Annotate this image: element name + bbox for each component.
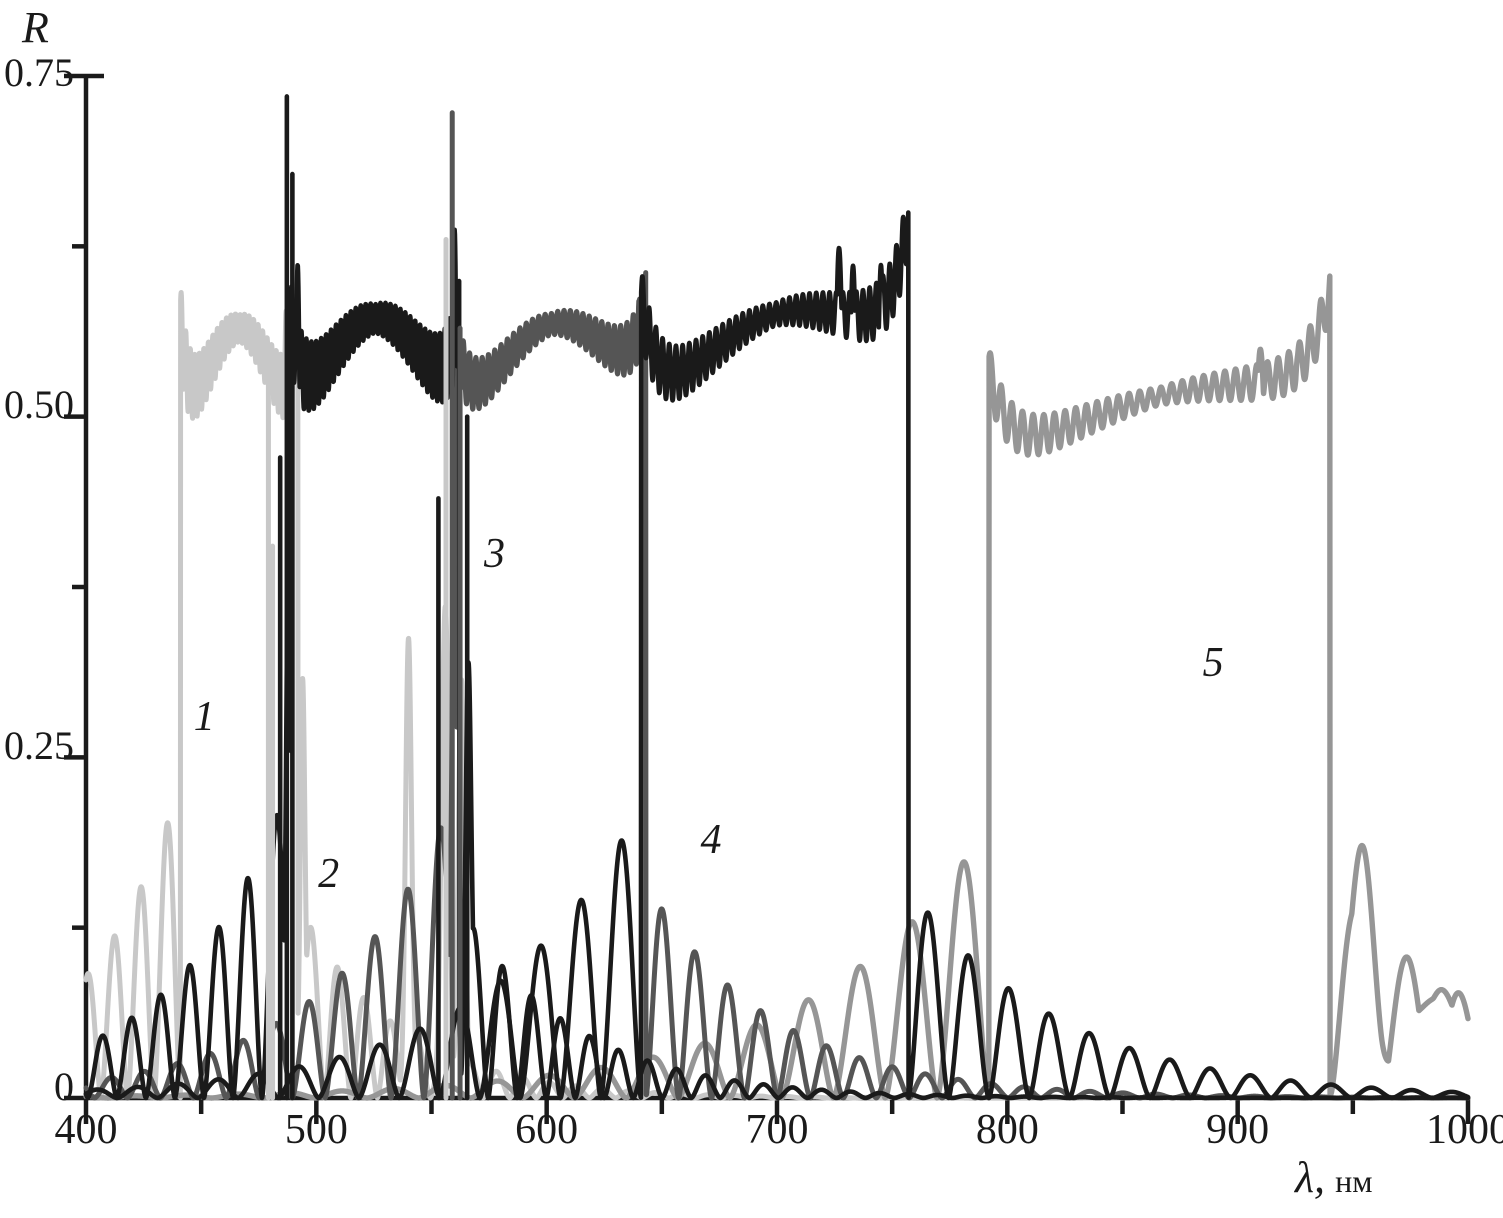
y-tick-label-075: 0.75 (4, 50, 74, 95)
curve-label-5: 5 (1202, 639, 1224, 686)
lambda-symbol: λ, (1295, 1153, 1326, 1202)
curve-2 (83, 227, 1471, 1101)
curve-label-2: 2 (318, 850, 340, 897)
y-axis-title: R (22, 3, 49, 52)
nm-unit: нм (1335, 1163, 1373, 1199)
curve-label-4: 4 (700, 816, 722, 863)
y-tick-label-025: 0.25 (4, 723, 74, 768)
curve-label-3: 3 (483, 530, 505, 577)
curve-label-1: 1 (193, 694, 215, 741)
curve-4 (83, 210, 1471, 1101)
x-tick-label-1000: 1000 (1426, 1107, 1503, 1153)
y-tick-label-050: 0.50 (4, 382, 74, 427)
x-axis-title: λ, нм (1295, 1152, 1372, 1203)
